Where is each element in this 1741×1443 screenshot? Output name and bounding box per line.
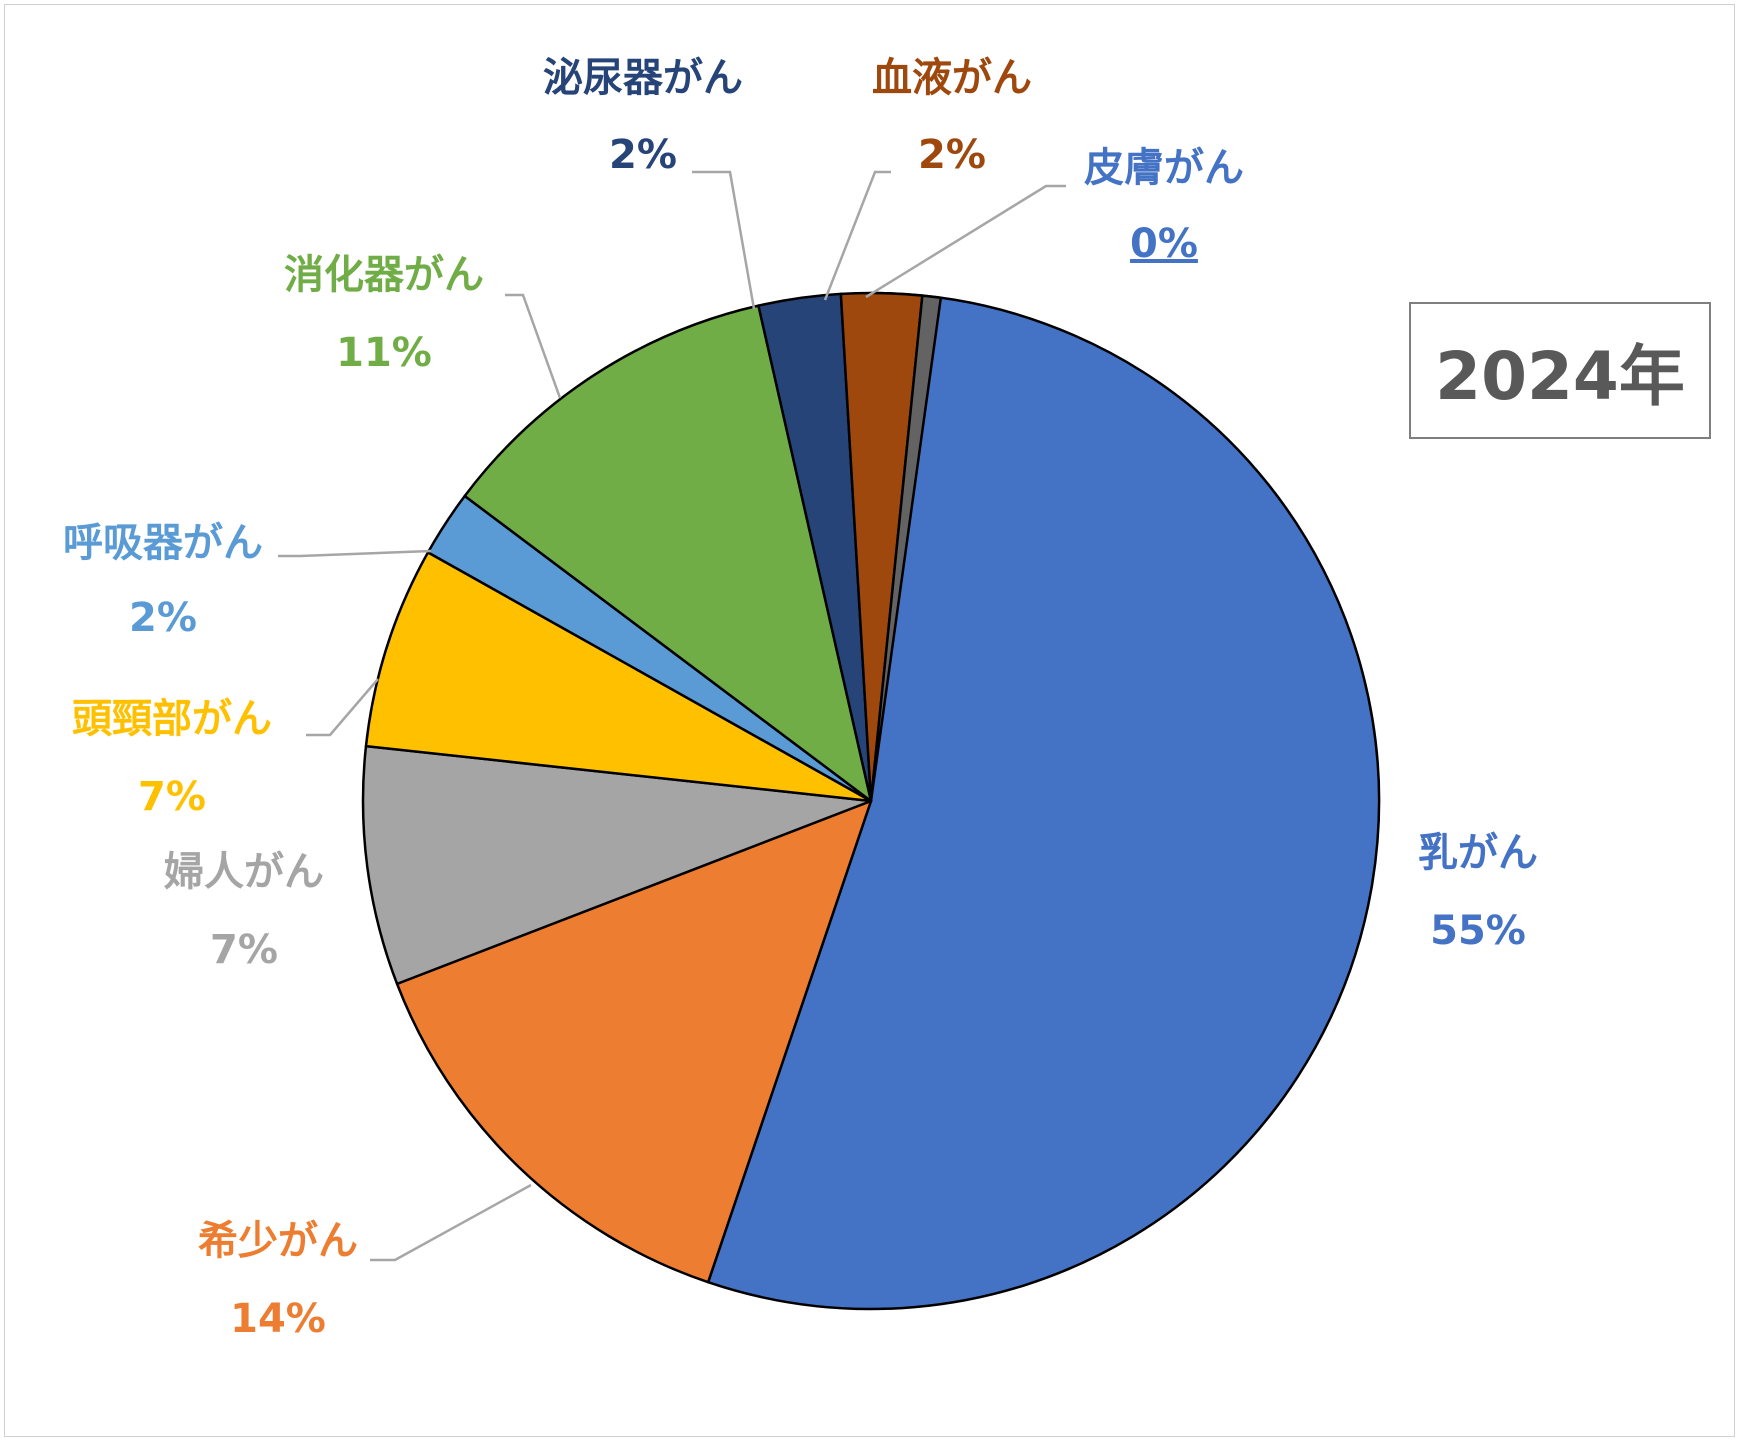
leader-line-8 <box>823 170 891 301</box>
slice-label-name-3: 婦人がん <box>164 849 324 895</box>
year-label: 2024年 <box>1435 337 1685 415</box>
leader-line-6 <box>505 293 562 399</box>
pie-slice-9 <box>869 294 943 803</box>
slice-label-pct-8: 2% <box>918 132 986 178</box>
slice-label-name-4: 頭頸部がん <box>72 696 272 742</box>
slice-label-pct-3: 7% <box>210 927 278 973</box>
leader-line-2 <box>370 1183 532 1262</box>
leader-line-9 <box>865 184 1066 299</box>
slice-label-pct-2: 14% <box>230 1296 326 1342</box>
slice-label-pct-1: 55% <box>1430 908 1526 954</box>
slice-label-name-5: 呼吸器がん <box>63 520 263 566</box>
slice-label-name-6: 消化器がん <box>284 252 484 298</box>
slice-label-pct-5: 2% <box>129 595 197 641</box>
slice-label-pct-7: 2% <box>609 132 677 178</box>
leader-line-7 <box>692 170 756 310</box>
slice-label-pct-6: 11% <box>336 330 432 376</box>
slice-label-pct-9: 0% <box>1130 221 1198 267</box>
slice-label-name-7: 泌尿器がん <box>543 55 743 101</box>
slice-label-name-8: 血液がん <box>872 55 1032 101</box>
pie-slice-3 <box>361 744 873 986</box>
slice-label-name-9: 皮膚がん <box>1084 145 1244 191</box>
pie-slice-2 <box>395 799 873 1284</box>
slice-label-pct-4: 7% <box>138 774 206 820</box>
year-box: 2024年 <box>1409 302 1711 439</box>
slice-label-name-1: 乳がん <box>1418 830 1538 876</box>
pie-slice-6 <box>463 304 873 803</box>
leader-line-5 <box>278 549 432 558</box>
pie-slice-4 <box>364 551 873 803</box>
slice-label-name-2: 希少がん <box>198 1218 358 1264</box>
leader-line-4 <box>306 678 379 737</box>
